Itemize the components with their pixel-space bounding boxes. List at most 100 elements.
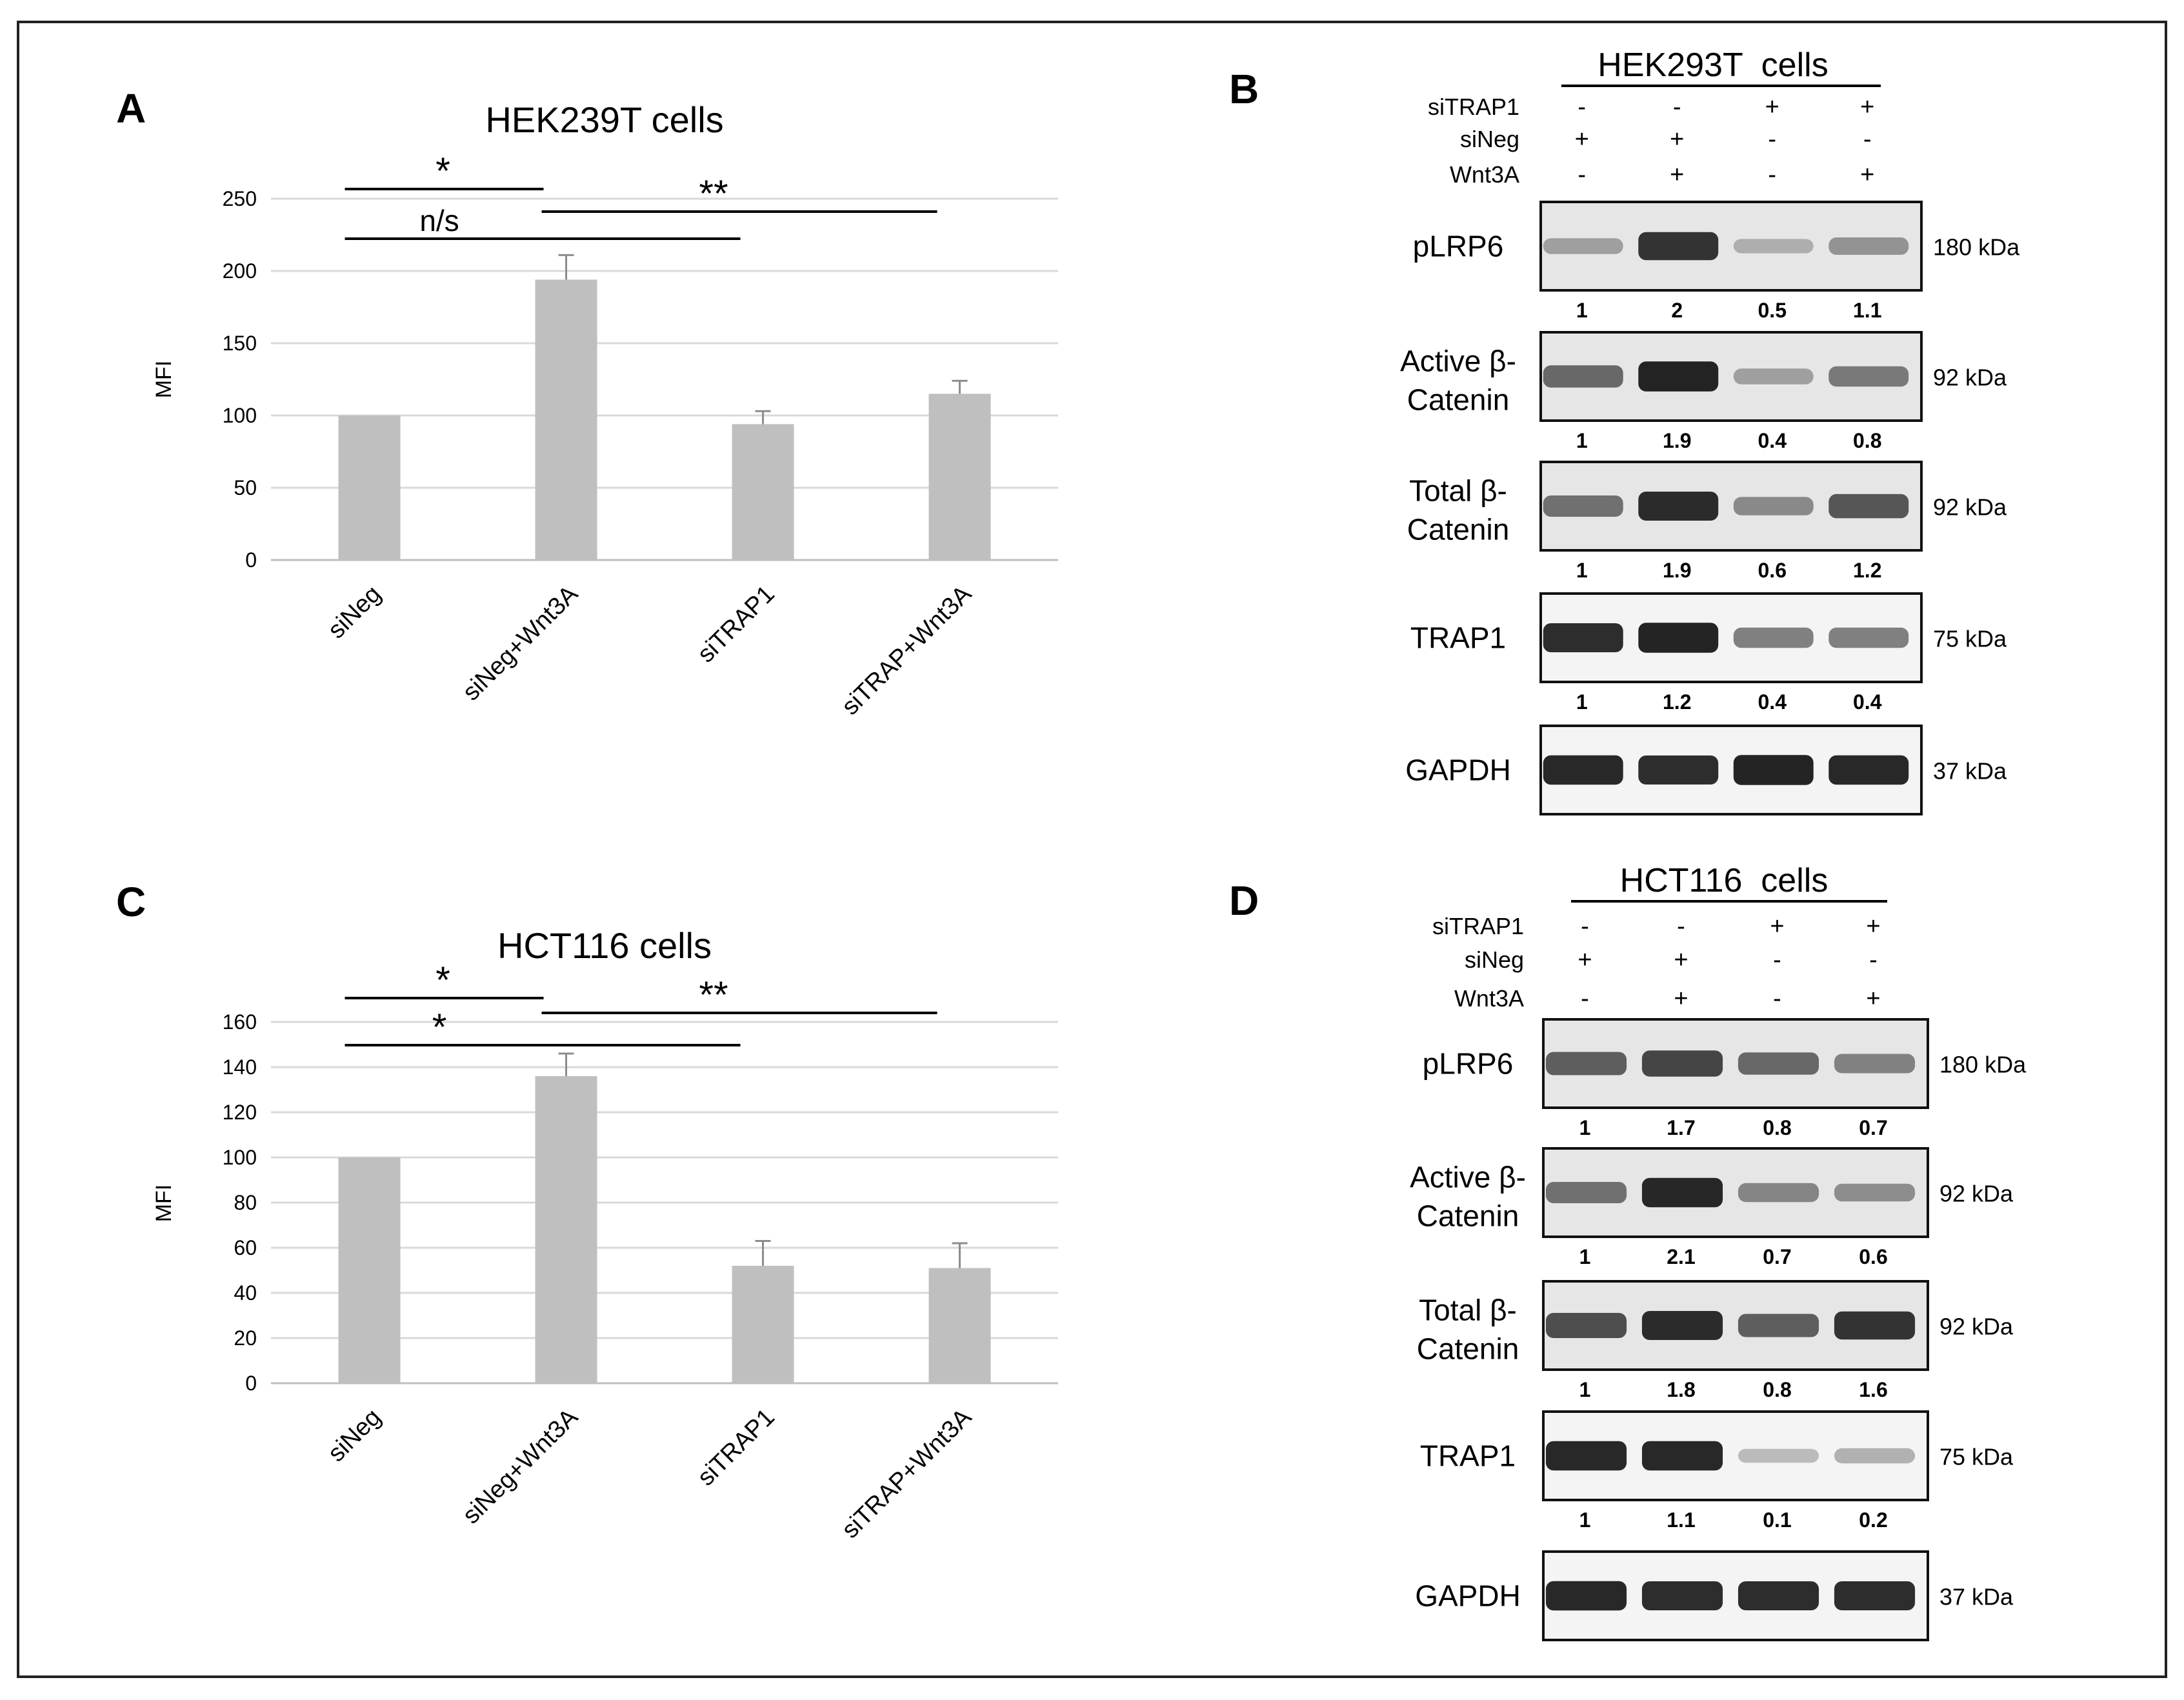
blot-band (1543, 495, 1623, 517)
condition-mark: + (1670, 126, 1684, 153)
band-quantification: 0.7 (1763, 1245, 1791, 1268)
blot-band (1545, 1581, 1627, 1611)
band-quantification: 1 (1579, 1116, 1591, 1139)
molecular-weight: 92 kDa (1939, 1181, 2014, 1207)
y-tick-label: 40 (234, 1281, 257, 1305)
condition-mark: - (1677, 913, 1685, 940)
band-quantification: 0.7 (1859, 1116, 1887, 1139)
condition-mark: - (1768, 161, 1776, 188)
blot-band (1834, 1311, 1916, 1340)
condition-mark: + (1866, 985, 1880, 1012)
band-quantification: 1 (1579, 1508, 1591, 1532)
y-axis-label-a: MFI (152, 361, 176, 399)
band-quantification: 0.5 (1758, 299, 1787, 322)
molecular-weight: 37 kDa (1933, 758, 2007, 785)
condition-label: Wnt3A (1454, 985, 1524, 1012)
blot-band (1638, 623, 1719, 653)
y-tick-label: 0 (245, 548, 257, 572)
blot-band (1543, 623, 1623, 652)
band-quantification: 0.4 (1853, 690, 1882, 714)
significance-label: * (432, 1006, 447, 1048)
blot-title-d: HCT116 cells (1620, 862, 1828, 899)
y-tick-label: 160 (223, 1010, 257, 1034)
blot-band (1543, 755, 1623, 785)
condition-mark: - (1581, 985, 1589, 1012)
condition-mark: + (1765, 94, 1779, 121)
condition-mark: - (1773, 946, 1781, 974)
condition-mark: - (1578, 161, 1586, 188)
blot-band (1828, 366, 1909, 387)
protein-name: GAPDH (1415, 1579, 1521, 1613)
blot-band (1638, 361, 1719, 392)
band-quantification: 2 (1671, 299, 1683, 322)
figure-border (17, 21, 2167, 1678)
significance-label: * (436, 959, 450, 1001)
blots-d: siTRAP1 - - + + siNeg + + - - Wnt3A - + - + pLRP6 180 kD… (1410, 913, 2027, 1641)
molecular-weight: 92 kDa (1939, 1314, 2014, 1340)
blot-box (1539, 201, 1923, 292)
y-tick-label: 250 (223, 187, 257, 210)
condition-mark: - (1673, 94, 1681, 121)
blot-band (1543, 238, 1623, 254)
band-quantification: 0.4 (1758, 690, 1787, 714)
blot-band (1738, 1314, 1819, 1337)
bar-a-2 (732, 424, 794, 560)
panel-a: A HEK239T cells MFI 050100150200250siNeg… (116, 85, 1058, 721)
y-tick-label: 100 (223, 1146, 257, 1169)
blot-band (1738, 1052, 1819, 1075)
blot-band (1738, 1448, 1819, 1463)
blot-band (1641, 1050, 1723, 1077)
panel-letter-a: A (116, 85, 146, 132)
blot-band (1828, 755, 1909, 785)
significance-label: n/s (419, 204, 459, 237)
blot-band (1834, 1448, 1916, 1464)
blot-band (1828, 237, 1909, 255)
protein-name: TRAP1 (1420, 1439, 1516, 1473)
panel-letter-c: C (116, 879, 146, 925)
protein-name: Catenin (1407, 513, 1510, 546)
band-quantification: 0.4 (1758, 429, 1787, 452)
protein-name: Catenin (1407, 383, 1510, 417)
band-quantification: 1.2 (1853, 559, 1881, 582)
condition-mark: + (1674, 946, 1688, 974)
y-tick-label: 100 (223, 404, 257, 427)
band-quantification: 1 (1576, 429, 1588, 452)
condition-mark: + (1578, 946, 1592, 974)
blot-band (1733, 755, 1814, 785)
bar-c-2 (732, 1266, 794, 1383)
panel-b: B HEK293T cells siTRAP1 - - + + siNeg + + - - Wnt3… (1229, 46, 2020, 815)
bar-c-1 (535, 1076, 597, 1383)
band-quantification: 1 (1576, 690, 1588, 714)
condition-mark: + (1670, 161, 1684, 188)
bar-a-3 (928, 394, 991, 560)
blot-band (1543, 365, 1623, 388)
y-tick-label: 50 (234, 476, 257, 499)
blot-band (1733, 368, 1814, 385)
blots-b: siTRAP1 - - + + siNeg + + - - Wnt3A - + - + pLRP6 180 kD… (1400, 94, 2020, 815)
band-quantification: 1.1 (1667, 1508, 1695, 1532)
band-quantification: 1.9 (1663, 429, 1691, 452)
condition-mark: - (1773, 985, 1781, 1012)
y-tick-label: 80 (234, 1191, 257, 1214)
y-tick-label: 200 (223, 259, 257, 283)
condition-label: siTRAP1 (1428, 94, 1519, 120)
protein-name: Total β- (1409, 474, 1507, 508)
protein-name: pLRP6 (1423, 1047, 1514, 1081)
bar-c-3 (928, 1268, 991, 1383)
condition-mark: + (1860, 94, 1874, 121)
significance-label: ** (699, 974, 728, 1016)
blot-band (1641, 1177, 1723, 1208)
blot-band (1828, 494, 1909, 519)
blot-band (1733, 627, 1814, 648)
blot-band (1545, 1441, 1627, 1471)
band-quantification: 1.8 (1667, 1378, 1695, 1401)
condition-mark: - (1578, 94, 1586, 121)
protein-name: TRAP1 (1410, 621, 1506, 655)
molecular-weight: 180 kDa (1939, 1052, 2027, 1078)
blot-box (1542, 1147, 1929, 1238)
y-tick-label: 120 (223, 1101, 257, 1124)
band-quantification: 1 (1576, 299, 1588, 322)
condition-label: siNeg (1460, 126, 1519, 152)
band-quantification: 1.2 (1663, 690, 1691, 714)
